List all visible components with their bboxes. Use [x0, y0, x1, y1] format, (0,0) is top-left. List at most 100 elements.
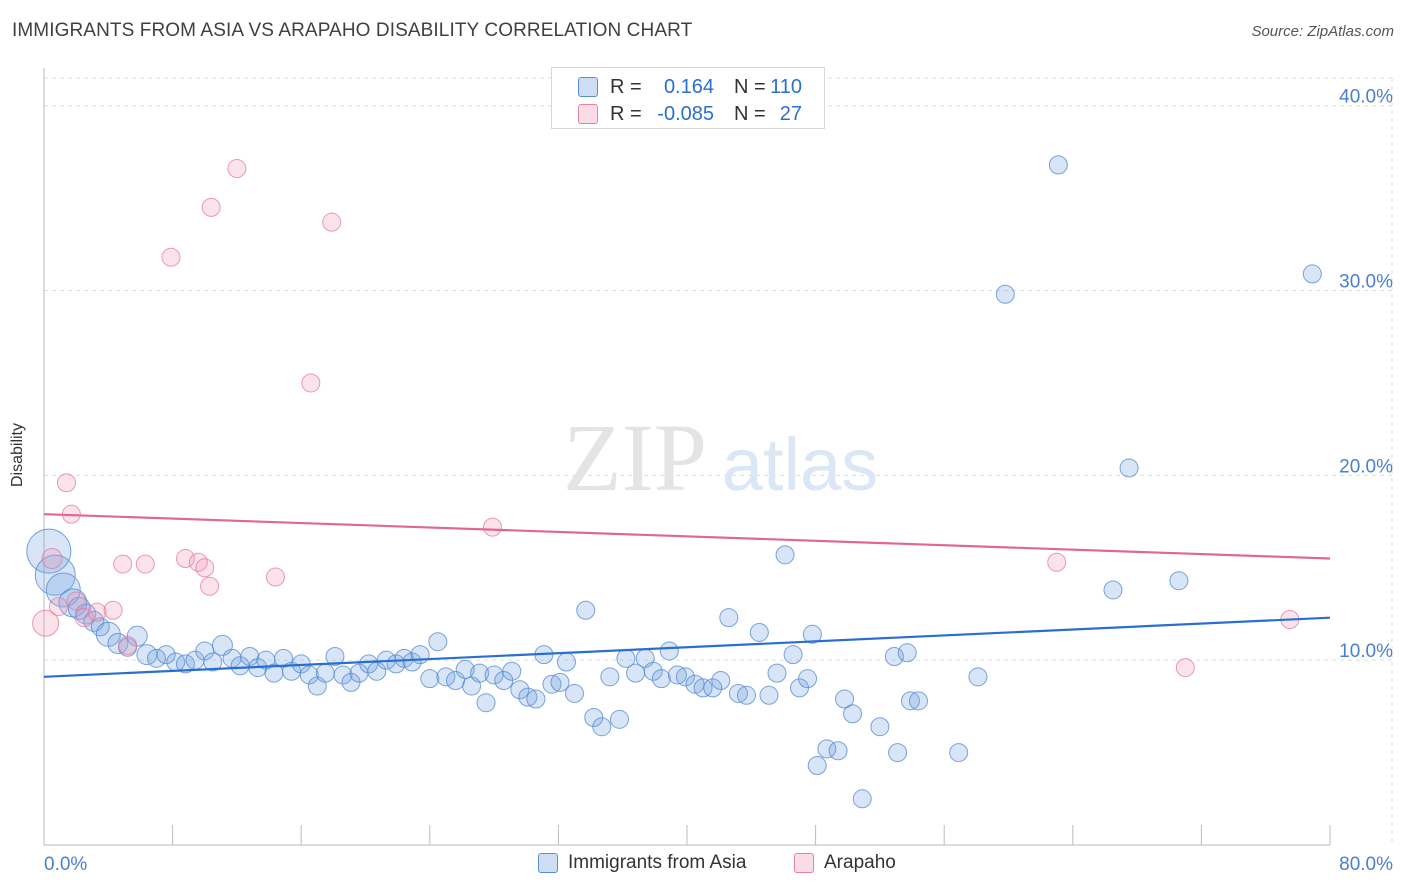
watermark-zip: ZIP	[563, 404, 707, 511]
axes	[43, 68, 1331, 846]
point-arapaho	[188, 552, 208, 572]
legend-label-immigrants: Immigrants from Asia	[568, 852, 747, 873]
point-immigrants	[703, 678, 723, 698]
point-immigrants	[643, 661, 663, 681]
point-arapaho	[113, 554, 133, 574]
point-immigrants	[609, 709, 629, 729]
point-arapaho	[66, 591, 86, 611]
point-immigrants	[759, 685, 779, 705]
point-immigrants	[900, 691, 920, 711]
point-arapaho	[195, 558, 215, 578]
trend-line-arapaho	[43, 513, 1331, 560]
point-immigrants	[828, 741, 848, 761]
y-tick-label: 30.0%	[1339, 272, 1393, 293]
legend-swatch-immigrants	[578, 77, 598, 97]
point-arapaho	[103, 600, 123, 620]
point-immigrants	[843, 704, 863, 724]
point-immigrants	[420, 669, 440, 689]
point-immigrants	[592, 717, 612, 737]
point-immigrants	[835, 689, 855, 709]
point-arapaho	[135, 554, 155, 574]
point-immigrants	[175, 654, 195, 674]
point-immigrants	[455, 659, 475, 679]
point-immigrants	[428, 632, 448, 652]
point-immigrants	[156, 645, 176, 665]
point-immigrants	[888, 743, 908, 763]
point-immigrants	[798, 669, 818, 689]
y-tick-label: 20.0%	[1339, 456, 1393, 477]
point-immigrants	[470, 663, 490, 683]
point-immigrants	[518, 687, 538, 707]
point-arapaho	[32, 609, 60, 637]
point-immigrants	[675, 667, 695, 687]
point-arapaho	[87, 602, 107, 622]
point-arapaho	[200, 576, 220, 596]
watermark-atlas: atlas	[722, 423, 878, 506]
point-immigrants	[333, 665, 353, 685]
n-value: 110	[770, 75, 802, 98]
n-label: N =	[734, 75, 766, 98]
point-immigrants	[667, 665, 687, 685]
point-arapaho	[322, 212, 342, 232]
point-immigrants	[968, 667, 988, 687]
point-immigrants	[325, 646, 345, 666]
stats-row-arapaho: R = -0.085 N = 27	[552, 101, 824, 127]
point-arapaho	[161, 247, 181, 267]
stats-row-immigrants: R = 0.164 N = 110	[552, 74, 824, 100]
point-immigrants	[749, 622, 769, 642]
point-immigrants	[203, 652, 223, 672]
point-immigrants	[502, 661, 522, 681]
n-value: 27	[779, 102, 802, 125]
point-arapaho	[201, 197, 221, 217]
chart-title: IMMIGRANTS FROM ASIA VS ARAPAHO DISABILI…	[12, 20, 693, 41]
point-immigrants	[600, 667, 620, 687]
point-immigrants	[410, 645, 430, 665]
source-label: Source: ZipAtlas.com	[1251, 23, 1394, 40]
legend-item-immigrants[interactable]: Immigrants from Asia	[538, 852, 746, 874]
point-immigrants	[767, 663, 787, 683]
point-arapaho	[1175, 658, 1195, 678]
legend-swatch-arapaho	[578, 104, 598, 124]
point-immigrants	[870, 717, 890, 737]
point-immigrants	[884, 646, 904, 666]
point-immigrants	[852, 789, 872, 809]
point-arapaho	[301, 373, 321, 393]
r-label: R =	[610, 75, 642, 98]
point-immigrants	[576, 600, 596, 620]
point-arapaho	[1047, 552, 1067, 572]
point-immigrants	[897, 643, 917, 663]
point-arapaho	[227, 159, 247, 179]
point-immigrants	[659, 641, 679, 661]
point-immigrants	[949, 743, 969, 763]
point-immigrants	[1119, 458, 1139, 478]
point-arapaho	[482, 517, 502, 537]
point-immigrants	[728, 683, 748, 703]
point-immigrants	[564, 683, 584, 703]
point-immigrants	[107, 633, 129, 655]
point-immigrants	[510, 680, 530, 700]
point-immigrants	[542, 674, 562, 694]
x-tick-label: 0.0%	[44, 854, 87, 875]
point-arapaho	[265, 567, 285, 587]
point-immigrants	[526, 689, 546, 709]
point-immigrants	[556, 652, 576, 672]
point-immigrants	[1169, 571, 1189, 591]
n-label: N =	[734, 102, 766, 125]
point-immigrants	[26, 528, 72, 574]
legend-label-arapaho: Arapaho	[824, 852, 896, 873]
r-value: 0.164	[663, 75, 714, 98]
legend-swatch-immigrants	[538, 853, 558, 873]
point-immigrants	[1302, 264, 1322, 284]
point-immigrants	[651, 669, 671, 689]
point-immigrants	[1103, 580, 1123, 600]
point-immigrants	[802, 624, 822, 644]
point-arapaho	[57, 473, 77, 493]
point-immigrants	[299, 665, 319, 685]
series-legend: Immigrants from Asia Arapaho	[0, 852, 1406, 878]
point-immigrants	[1048, 155, 1068, 175]
point-immigrants	[995, 284, 1015, 304]
point-immigrants	[240, 646, 260, 666]
legend-item-arapaho[interactable]: Arapaho	[794, 852, 896, 874]
trend-lines	[43, 513, 1331, 678]
